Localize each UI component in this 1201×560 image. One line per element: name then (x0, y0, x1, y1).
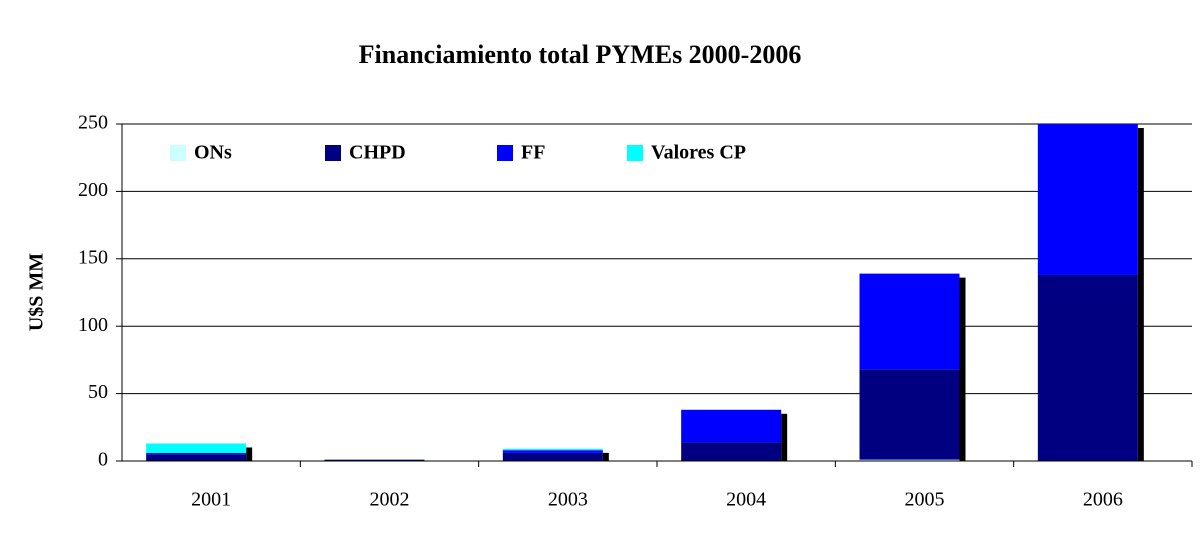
chart-title: Financiamiento total PYMEs 2000-2006 (359, 40, 802, 69)
legend-swatch (325, 145, 341, 161)
y-tick-label: 200 (78, 179, 108, 201)
x-tick-label: 2006 (1083, 489, 1123, 511)
bar-segment (859, 459, 960, 461)
bar-segment (146, 443, 247, 453)
y-tick-label: 250 (78, 112, 108, 134)
bar-shadow (246, 447, 253, 461)
bar-segment (681, 409, 782, 443)
bar-segment (1037, 124, 1138, 275)
y-tick-label: 50 (88, 381, 108, 403)
bar-segment (146, 454, 247, 461)
bar-segment (502, 448, 603, 451)
x-tick-label: 2001 (191, 489, 231, 511)
y-tick-label: 0 (98, 449, 108, 471)
legend-label: Valores CP (651, 142, 746, 164)
x-tick-label: 2004 (726, 489, 766, 511)
x-tick-label: 2005 (905, 489, 945, 511)
x-tick-label: 2003 (548, 489, 588, 511)
bar-segment (502, 452, 603, 461)
legend-swatch (627, 145, 643, 161)
bar-shadow (781, 413, 788, 461)
y-axis-label: U$S MM (26, 253, 48, 331)
legend-label: ONs (194, 142, 232, 164)
bar-segment (324, 459, 425, 461)
bar-segment (681, 442, 782, 461)
legend-swatch (497, 145, 513, 161)
bar-segment (502, 450, 603, 453)
bar-segment (146, 452, 247, 455)
legend-label: FF (521, 142, 545, 164)
bar-segment (859, 369, 960, 460)
bar-segment (859, 273, 960, 370)
bar-shadow (1137, 128, 1144, 461)
y-tick-label: 150 (78, 246, 108, 268)
bar-shadow (602, 452, 609, 461)
legend-swatch (170, 145, 186, 161)
bar-segment (1037, 274, 1138, 461)
bar-shadow (959, 277, 966, 461)
x-tick-label: 2002 (370, 489, 410, 511)
legend-label: CHPD (349, 142, 406, 164)
y-tick-label: 100 (78, 314, 108, 336)
